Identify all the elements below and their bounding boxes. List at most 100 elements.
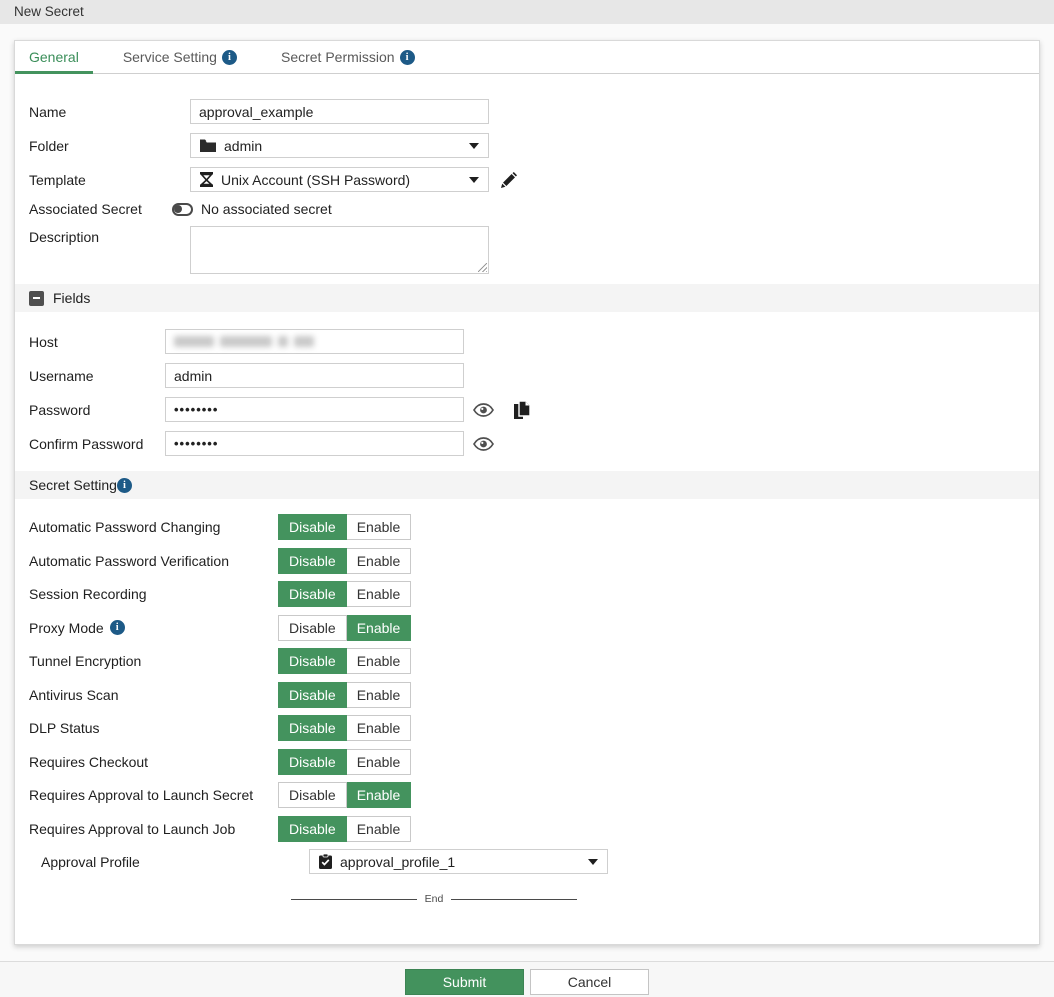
toggle-group: Disable Enable bbox=[278, 648, 412, 674]
collapse-icon[interactable] bbox=[29, 290, 44, 306]
template-label: Template bbox=[29, 171, 86, 188]
approval-profile-row: Approval Profile approval_profile_1 bbox=[29, 849, 1025, 874]
associated-secret-label: Associated Secret bbox=[29, 201, 142, 217]
setting-label: Tunnel Encryption bbox=[29, 653, 142, 669]
folder-value: admin bbox=[224, 137, 263, 154]
setting-label: Automatic Password Verification bbox=[29, 552, 229, 569]
show-password-button[interactable] bbox=[473, 402, 494, 417]
toggle-group: Disable Enable bbox=[278, 748, 412, 775]
info-icon[interactable]: i bbox=[116, 477, 132, 493]
enable-button[interactable]: Enable bbox=[346, 514, 412, 540]
secret-setting-rows: Automatic Password Changing i Disable En… bbox=[29, 514, 1025, 842]
setting-row: Automatic Password Verification i Disabl… bbox=[29, 547, 1025, 574]
setting-label: Session Recording bbox=[29, 586, 147, 602]
form-footer: Submit Cancel bbox=[0, 961, 1054, 997]
disable-button[interactable]: Disable bbox=[278, 715, 347, 741]
show-confirm-password-button[interactable] bbox=[473, 436, 494, 451]
username-input[interactable] bbox=[165, 363, 464, 388]
toggle-group: Disable Enable bbox=[278, 581, 412, 607]
template-row: Template Unix Account (SSH Password) bbox=[29, 167, 1025, 192]
disable-button[interactable]: Disable bbox=[278, 681, 347, 708]
cancel-button[interactable]: Cancel bbox=[530, 969, 649, 995]
name-input[interactable] bbox=[190, 99, 489, 124]
associated-secret-toggle[interactable] bbox=[172, 202, 193, 216]
setting-row: Requires Checkout i Disable Enable bbox=[29, 748, 1025, 775]
toggle-group: Disable Enable bbox=[278, 815, 412, 842]
eye-icon bbox=[473, 402, 494, 417]
eye-icon bbox=[473, 436, 494, 451]
enable-button[interactable]: Enable bbox=[346, 715, 412, 741]
description-label: Description bbox=[29, 229, 100, 245]
folder-row: Folder admin bbox=[29, 133, 1025, 158]
disable-button[interactable]: Disable bbox=[278, 514, 347, 540]
enable-button[interactable]: Enable bbox=[346, 782, 412, 808]
disable-button[interactable]: Disable bbox=[278, 815, 347, 842]
tab-bar: General Service Setting i Secret Permiss… bbox=[15, 41, 1039, 74]
pencil-icon bbox=[501, 171, 517, 188]
approval-profile-select[interactable]: approval_profile_1 bbox=[309, 849, 608, 874]
approval-profile-value: approval_profile_1 bbox=[340, 853, 456, 870]
setting-label: Requires Checkout bbox=[29, 753, 149, 770]
setting-label: Proxy Mode bbox=[29, 619, 104, 636]
secret-setting-title: Secret Setting bbox=[29, 477, 117, 493]
chevron-down-icon bbox=[469, 143, 479, 149]
setting-label: Automatic Password Changing bbox=[29, 519, 221, 535]
username-row: Username bbox=[29, 363, 1025, 388]
setting-row: DLP Status i Disable Enable bbox=[29, 715, 1025, 741]
info-icon[interactable]: i bbox=[399, 49, 415, 65]
tab-secret-permission[interactable]: Secret Permission i bbox=[267, 41, 429, 73]
disable-button[interactable]: Disable bbox=[278, 581, 347, 607]
setting-label: Requires Approval to Launch Secret bbox=[29, 787, 254, 803]
edit-template-button[interactable] bbox=[501, 171, 517, 188]
disable-button[interactable]: Disable bbox=[278, 648, 347, 674]
info-icon[interactable]: i bbox=[109, 620, 125, 635]
disable-button[interactable]: Disable bbox=[278, 547, 347, 574]
password-input[interactable] bbox=[165, 397, 464, 422]
enable-button[interactable]: Enable bbox=[346, 614, 412, 641]
toggle-group: Disable Enable bbox=[278, 514, 412, 540]
setting-row: Requires Approval to Launch Job i Disabl… bbox=[29, 815, 1025, 842]
chevron-down-icon bbox=[588, 859, 598, 865]
enable-button[interactable]: Enable bbox=[346, 648, 412, 674]
disable-button[interactable]: Disable bbox=[278, 614, 347, 641]
password-label: Password bbox=[29, 401, 91, 418]
template-select[interactable]: Unix Account (SSH Password) bbox=[190, 167, 489, 192]
enable-button[interactable]: Enable bbox=[346, 581, 412, 607]
setting-row: Tunnel Encryption i Disable Enable bbox=[29, 648, 1025, 674]
folder-icon bbox=[200, 139, 216, 152]
end-label: End bbox=[424, 893, 444, 905]
setting-label: DLP Status bbox=[29, 720, 100, 736]
fields-section-header: Fields bbox=[15, 284, 1039, 312]
host-input[interactable] bbox=[165, 329, 464, 354]
tab-general-label: General bbox=[29, 49, 79, 65]
copy-password-button[interactable] bbox=[514, 400, 530, 419]
disable-button[interactable]: Disable bbox=[278, 748, 347, 775]
associated-secret-row: Associated Secret No associated secret bbox=[29, 201, 1025, 217]
tab-service-setting-label: Service Setting bbox=[122, 49, 217, 65]
tab-general[interactable]: General bbox=[15, 41, 93, 74]
fields-section-title: Fields bbox=[53, 290, 91, 306]
enable-button[interactable]: Enable bbox=[346, 547, 412, 574]
folder-select[interactable]: admin bbox=[190, 133, 489, 158]
approval-profile-label: Approval Profile bbox=[41, 853, 140, 870]
enable-button[interactable]: Enable bbox=[346, 748, 412, 775]
enable-button[interactable]: Enable bbox=[346, 815, 412, 842]
template-value: Unix Account (SSH Password) bbox=[221, 171, 411, 188]
chevron-down-icon bbox=[469, 177, 479, 183]
associated-secret-status: No associated secret bbox=[201, 201, 332, 217]
info-icon[interactable]: i bbox=[221, 49, 237, 65]
disable-button[interactable]: Disable bbox=[278, 782, 347, 808]
submit-button[interactable]: Submit bbox=[405, 969, 524, 995]
page-title: New Secret bbox=[0, 0, 1054, 24]
password-row: Password bbox=[29, 397, 1025, 422]
confirm-password-input[interactable] bbox=[165, 431, 464, 456]
setting-row: Requires Approval to Launch Secret i Dis… bbox=[29, 782, 1025, 808]
username-label: Username bbox=[29, 367, 94, 384]
setting-row: Automatic Password Changing i Disable En… bbox=[29, 514, 1025, 540]
hourglass-icon bbox=[200, 172, 213, 187]
description-input[interactable] bbox=[190, 226, 489, 274]
setting-row: Session Recording i Disable Enable bbox=[29, 581, 1025, 607]
toggle-group: Disable Enable bbox=[278, 715, 412, 741]
tab-service-setting[interactable]: Service Setting i bbox=[109, 41, 251, 73]
enable-button[interactable]: Enable bbox=[346, 681, 412, 708]
